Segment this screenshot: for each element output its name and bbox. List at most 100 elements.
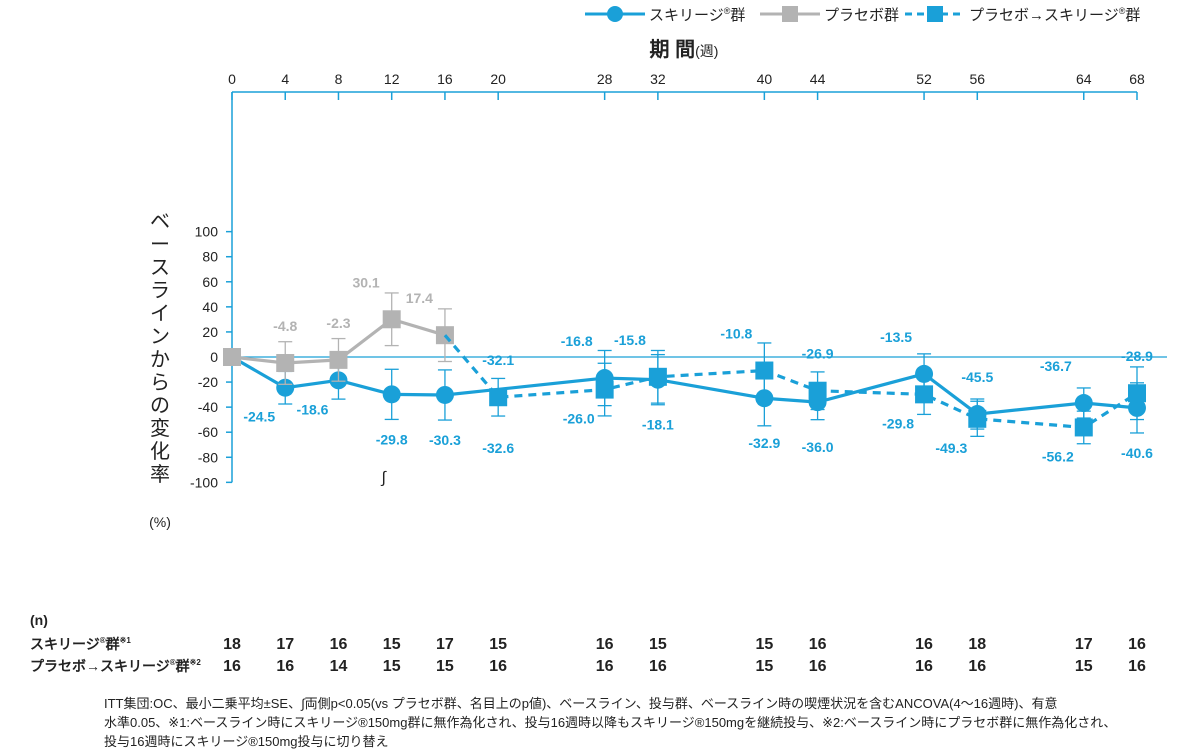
x-tick-label: 40: [757, 71, 773, 87]
data-point: [1074, 394, 1093, 413]
data-label: -18.1: [642, 417, 674, 433]
n-value: 16: [276, 658, 294, 675]
footnote-line-1: ITT集団:OC、最小二乗平均±SE、∫両側p<0.05(vs プラセボ群、名目…: [104, 696, 1058, 711]
data-point: [382, 310, 401, 329]
legend-marker-square: [782, 6, 798, 22]
n-value: 16: [968, 658, 986, 675]
y-label-char: ラ: [150, 280, 170, 302]
x-tick-label: 12: [384, 71, 400, 87]
n-value: 15: [755, 658, 773, 675]
significance-marker: ∫: [381, 469, 388, 486]
n-value: 18: [223, 636, 241, 653]
data-point: [915, 385, 934, 404]
x-tick-label: 68: [1129, 71, 1145, 87]
data-label: -4.8: [273, 318, 297, 334]
data-label: -36.0: [802, 439, 834, 455]
data-label: -26.9: [802, 346, 834, 362]
legend: スキリージ®群 プラセボ群 プラセボ→スキリージ®群: [585, 6, 1140, 24]
series-line: [231, 355, 1138, 416]
series: -24.5 -18.6 -29.8 -30.3 -16.8 -18.1 -32.9 -36.0…: [223, 329, 1153, 461]
y-label-char: の: [150, 395, 170, 417]
x-tick-label: 16: [437, 71, 453, 87]
y-tick-label: -20: [198, 374, 218, 390]
x-tick-label: 64: [1076, 71, 1092, 87]
n-value: 17: [436, 636, 454, 653]
data-label: -2.3: [326, 315, 350, 331]
data-label: -29.8: [882, 415, 914, 431]
data-label: -13.5: [880, 329, 912, 345]
data-label: -36.7: [1040, 358, 1072, 374]
y-tick-label: -60: [198, 424, 218, 440]
y-ticks: 100 80 60 40 20 0 -20 -40 -60 -80 -100: [190, 224, 232, 490]
x-tick-label: 20: [490, 71, 506, 87]
x-tick-label: 28: [597, 71, 613, 87]
y-tick-label: 60: [202, 274, 218, 290]
x-tick-label: 4: [281, 71, 289, 87]
n-value: 15: [436, 658, 454, 675]
x-tick-label: 0: [228, 71, 236, 87]
data-label: -15.8: [614, 332, 646, 348]
n-value: 16: [596, 658, 614, 675]
legend-marker-square: [927, 6, 943, 22]
y-tick-label: 100: [195, 224, 219, 240]
series: -32.1 -26.0 -15.8 -10.8 -26.9 -29.8 -49.3 -56.2…: [443, 326, 1153, 464]
y-tick-label: 0: [210, 349, 218, 365]
n-table-header: (n): [30, 612, 48, 628]
data-point: [808, 381, 827, 400]
y-tick-label: 80: [202, 249, 218, 265]
n-value: 14: [330, 658, 348, 675]
y-label-char: 率: [150, 463, 170, 486]
data-point: [755, 361, 774, 380]
x-ticks: 0 4 8 12 16 20 28 32 40 44 52 56 64 68: [228, 71, 1145, 100]
n-value: 17: [276, 636, 294, 653]
data-point: [1074, 418, 1093, 437]
data-label: -18.6: [297, 401, 329, 417]
data-label: -32.6: [482, 440, 514, 456]
series: -4.8 -2.3 30.1 17.4: [223, 274, 454, 385]
y-label-char: ス: [150, 257, 170, 279]
data-point: [435, 385, 454, 404]
data-label: 30.1: [352, 274, 379, 290]
data-label: 17.4: [406, 290, 433, 306]
y-label-char: ベ: [150, 211, 170, 233]
n-value: 16: [489, 658, 507, 675]
y-tick-label: -40: [198, 399, 218, 415]
y-tick-label: 20: [202, 324, 218, 340]
y-tick-label: -100: [190, 474, 218, 490]
data-label: -49.3: [935, 440, 967, 456]
y-tick-label: 40: [202, 299, 218, 315]
data-point: [595, 380, 614, 399]
footnote-line-3: 投与16週時にスキリージ®150mg投与に切り替え: [104, 734, 389, 749]
n-value: 16: [649, 658, 667, 675]
legend-label: プラセボ群: [824, 7, 899, 24]
y-label-char: ら: [150, 372, 170, 394]
footnote-line-2: 水準0.05、※1:ベースライン時にスキリージ®150mg群に無作為化され、投与…: [104, 715, 1117, 730]
legend-label: スキリージ®群: [649, 6, 745, 24]
n-value: 15: [383, 636, 401, 653]
n-value: 18: [968, 636, 986, 653]
n-value: 16: [915, 658, 933, 675]
data-label: -45.5: [961, 369, 993, 385]
data-label: -24.5: [243, 409, 275, 425]
data-point: [1128, 384, 1146, 403]
n-value: 16: [596, 636, 614, 653]
y-tick-label: -80: [198, 449, 218, 465]
data-label: -10.8: [720, 326, 752, 342]
data-label: -56.2: [1042, 448, 1074, 464]
chart-title: 期 間(週): [650, 38, 719, 61]
y-label-char: 化: [150, 440, 170, 463]
series-line: [443, 334, 1138, 430]
n-value: 15: [755, 636, 773, 653]
n-value: 15: [489, 636, 507, 653]
n-value: 17: [1075, 636, 1093, 653]
n-row-label: スキリージ®群※1: [30, 636, 131, 652]
n-value: 16: [809, 636, 827, 653]
n-value: 16: [1128, 658, 1146, 675]
y-label-char: ン: [150, 326, 170, 348]
data-label: -40.6: [1121, 445, 1153, 461]
y-label-char: イ: [150, 303, 170, 325]
x-tick-label: 52: [916, 71, 932, 87]
data-label: -29.8: [376, 431, 408, 447]
